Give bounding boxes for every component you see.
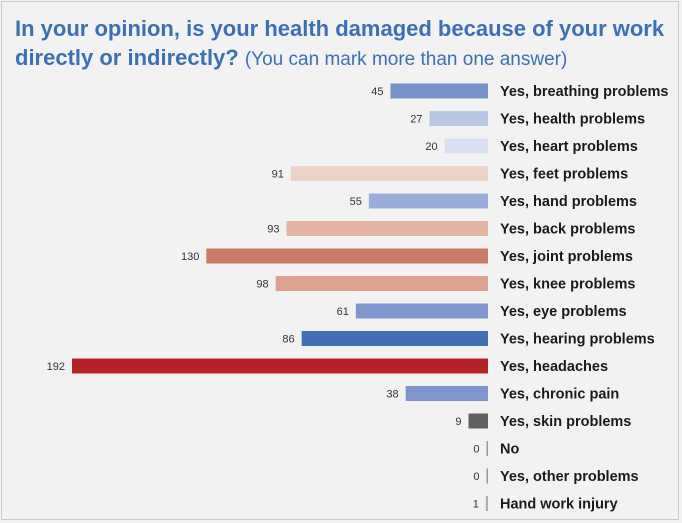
chart-title-note: (You can mark more than one answer) <box>244 49 568 70</box>
chart-title: In your opinion, is your health damaged … <box>15 14 675 74</box>
category-label: Yes, hearing problems <box>500 332 655 348</box>
category-label: Yes, joint problems <box>500 249 633 265</box>
chart-title-main: In your opinion, is your health damaged … <box>15 16 665 70</box>
bar <box>290 166 488 181</box>
bar <box>486 468 488 484</box>
bar-value-label: 38 <box>386 389 398 401</box>
bar-value-label: 20 <box>425 141 437 153</box>
bar <box>368 193 488 209</box>
category-label: Yes, back problems <box>500 222 635 238</box>
bar <box>72 358 488 374</box>
category-label: Yes, health problems <box>500 112 645 128</box>
bar <box>355 303 488 319</box>
bar <box>468 413 488 429</box>
category-label: Yes, chronic pain <box>500 387 619 403</box>
bar-value-label: 45 <box>371 86 383 98</box>
category-label: Yes, knee problems <box>500 277 635 293</box>
category-label: Yes, eye problems <box>500 304 627 320</box>
bar <box>390 83 488 99</box>
bar-value-label: 9 <box>455 416 461 428</box>
bar <box>405 386 488 401</box>
category-label: Yes, other problems <box>500 469 639 485</box>
category-label: Hand work injury <box>500 497 618 513</box>
bar-value-label: 130 <box>181 251 199 263</box>
bar-value-label: 1 <box>473 499 479 511</box>
bar-value-label: 55 <box>350 196 362 208</box>
bar-value-label: 0 <box>473 471 479 483</box>
category-label: Yes, headaches <box>500 359 608 375</box>
bar <box>486 441 488 456</box>
bar-value-label: 61 <box>337 306 349 318</box>
bar-value-label: 86 <box>282 334 294 346</box>
bar-value-label: 91 <box>272 169 284 181</box>
category-label: Yes, heart problems <box>500 139 638 155</box>
category-label: Yes, breathing problems <box>500 84 668 100</box>
bar-value-label: 0 <box>473 444 479 456</box>
bar <box>301 331 488 346</box>
bar <box>429 111 488 126</box>
category-label: Yes, skin problems <box>500 414 631 430</box>
bar-value-label: 93 <box>267 224 279 236</box>
bar <box>286 221 488 236</box>
category-label: Yes, hand problems <box>500 194 637 210</box>
category-label: No <box>500 442 519 458</box>
bar <box>485 496 488 511</box>
bar-value-label: 98 <box>256 279 268 291</box>
bar <box>275 276 488 291</box>
bar <box>444 138 488 154</box>
bar <box>206 248 489 264</box>
category-label: Yes, feet problems <box>500 167 628 183</box>
bar-value-label: 27 <box>410 114 422 126</box>
bar-value-label: 192 <box>47 361 65 373</box>
